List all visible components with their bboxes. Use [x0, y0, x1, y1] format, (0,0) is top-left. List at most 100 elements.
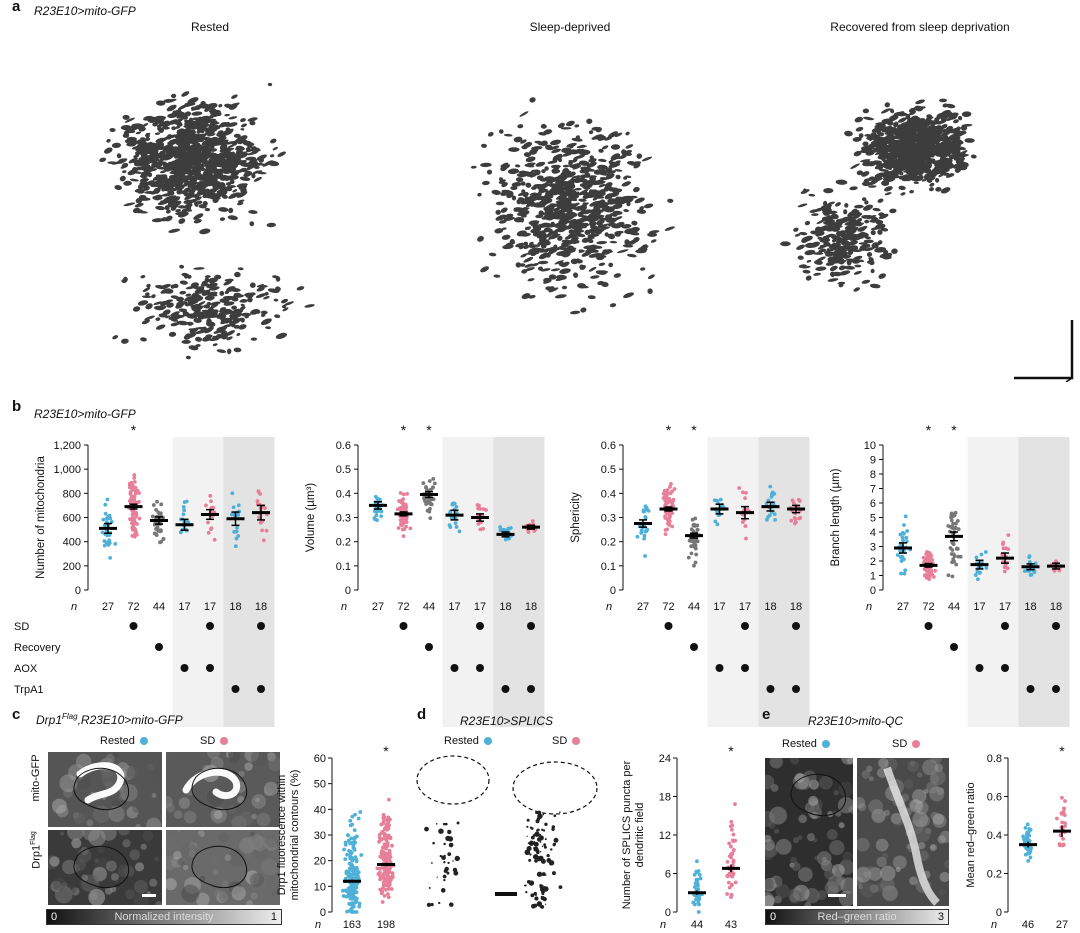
- mitochondrion-blob: [913, 181, 919, 185]
- panel-b-genotype: R23E10>mito-GFP: [34, 407, 136, 421]
- texture-blob: [917, 772, 923, 778]
- mitochondrion-blob: [822, 200, 828, 206]
- mitochondrion-blob: [161, 305, 167, 310]
- mitochondrion-blob: [247, 296, 253, 303]
- mitochondrion-blob: [164, 144, 174, 150]
- data-point: [927, 568, 932, 573]
- data-point: [730, 827, 734, 832]
- mitochondrion-blob: [255, 293, 267, 299]
- data-point: [953, 525, 958, 530]
- data-point: [103, 502, 108, 507]
- mitochondrion-blob: [186, 321, 194, 326]
- texture-blob: [929, 786, 945, 802]
- mitochondrion-blob: [228, 144, 235, 148]
- mitochondrion-blob: [520, 199, 532, 205]
- mitochondrion-blob: [200, 310, 211, 315]
- texture-blob: [146, 817, 162, 827]
- mitochondrion-blob: [500, 164, 511, 171]
- mitochondrion-blob: [582, 190, 588, 196]
- texture-blob: [237, 796, 245, 804]
- mitochondrion-blob: [586, 236, 595, 241]
- texture-blob: [86, 819, 94, 827]
- texture-blob: [884, 758, 898, 771]
- mitochondrion-blob: [208, 124, 221, 130]
- mitochondrion-blob: [161, 217, 168, 222]
- splics-puncta: [558, 885, 563, 890]
- mitochondrion-blob: [794, 233, 801, 237]
- mitochondrion-blob: [168, 228, 181, 233]
- data-point: [346, 870, 351, 875]
- texture-blob: [166, 752, 178, 761]
- data-point: [691, 538, 696, 543]
- mitochondrion-blob: [530, 252, 535, 257]
- mitochondrion-blob: [595, 127, 602, 133]
- data-point: [355, 867, 359, 872]
- mitochondrion-blob: [589, 200, 600, 207]
- mitochondrion-blob: [224, 113, 230, 117]
- texture-blob: [209, 855, 221, 868]
- y-tick-label: 0.4: [336, 488, 351, 500]
- n-value: 72: [662, 601, 674, 613]
- mitochondrion-blob: [157, 157, 167, 162]
- texture-blob: [155, 900, 162, 905]
- mitochondrion-blob: [543, 129, 553, 134]
- mitochondrion-blob: [219, 290, 225, 296]
- data-point: [728, 824, 733, 829]
- data-point: [343, 876, 348, 881]
- mitochondrion-blob: [240, 299, 248, 303]
- mitochondrion-blob: [148, 150, 159, 155]
- data-point: [668, 485, 672, 489]
- mitochondrion-blob: [926, 131, 934, 138]
- mitochondrion-blob: [910, 121, 915, 125]
- data-point: [643, 516, 648, 520]
- texture-blob: [882, 885, 898, 902]
- mitochondrion-blob: [857, 226, 866, 232]
- mitochondrion-blob: [500, 190, 510, 196]
- mitochondrion-blob: [498, 219, 507, 224]
- mitochondrion-blob: [607, 233, 615, 238]
- mitochondrion-blob: [925, 123, 937, 130]
- mitochondrion-blob: [540, 187, 546, 193]
- mitochondrion-blob: [850, 163, 860, 170]
- data-point: [106, 516, 111, 521]
- texture-blob: [818, 775, 833, 790]
- texture-blob: [133, 879, 148, 894]
- mitochondrion-blob: [849, 186, 858, 191]
- texture-blob: [261, 858, 279, 876]
- texture-blob: [218, 832, 229, 843]
- data-point: [731, 872, 736, 877]
- y-tick-label: 60: [314, 753, 326, 765]
- mitochondrion-blob: [142, 287, 151, 293]
- splics-puncta: [539, 884, 542, 887]
- y-tick-label: 40: [314, 804, 326, 816]
- mitochondrion-blob: [613, 273, 622, 278]
- data-point: [349, 836, 354, 841]
- y-tick-label: 0: [610, 585, 616, 597]
- panel-c-label: c: [12, 706, 21, 723]
- mitochondrion-blob: [254, 165, 260, 170]
- texture-blob: [774, 877, 783, 885]
- mitochondrion-blob: [116, 153, 122, 159]
- mitochondrion-blob: [185, 293, 192, 297]
- mitochondrion-blob: [831, 234, 837, 240]
- splics-puncta: [426, 902, 432, 907]
- mitochondrion-blob: [844, 220, 857, 226]
- y-tick-label: 600: [63, 513, 81, 525]
- mitochondrion-blob: [157, 179, 169, 186]
- splics-puncta: [551, 827, 555, 832]
- mitochondrion-blob: [886, 154, 897, 161]
- texture-blob: [883, 809, 891, 816]
- texture-blob: [908, 799, 920, 810]
- texture-blob: [125, 889, 136, 900]
- mitochondrion-blob: [917, 144, 925, 150]
- splics-puncta: [442, 822, 446, 826]
- panel-a-genotype: R23E10>mito-GFP: [34, 4, 136, 18]
- data-point: [662, 489, 667, 493]
- y-tick-label: 6: [870, 498, 876, 510]
- mitochondrion-blob: [878, 273, 887, 279]
- mitochondrion-blob: [933, 121, 939, 124]
- mitochondrion-blob: [598, 184, 606, 188]
- data-point: [341, 888, 345, 893]
- mitochondrion-blob: [843, 254, 852, 259]
- data-point: [387, 882, 392, 887]
